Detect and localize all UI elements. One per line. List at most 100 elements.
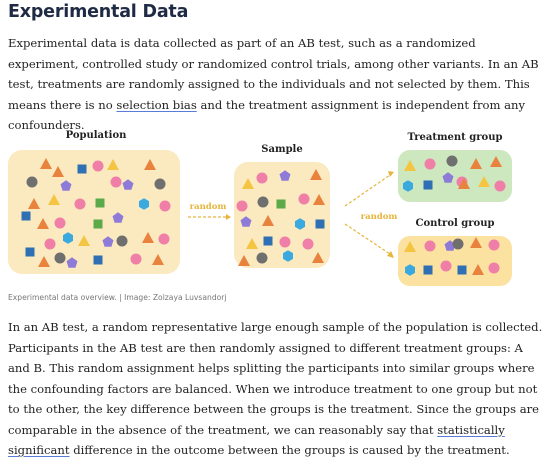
shape-marker (37, 218, 49, 229)
shape-marker (295, 218, 305, 230)
shape-marker (424, 240, 436, 252)
shape-marker (236, 200, 248, 212)
shape-marker (77, 164, 87, 174)
shape-marker (488, 239, 500, 251)
shape-marker (60, 180, 72, 191)
shape-marker (93, 219, 103, 229)
shape-marker (452, 238, 464, 250)
shape-marker (262, 215, 274, 226)
shape-marker (256, 252, 268, 264)
statistically-significant-link[interactable]: statistically significant (8, 422, 505, 458)
shape-marker (256, 172, 268, 184)
shape-marker (310, 169, 322, 180)
intro-text-before: Experimental data is data collected as p… (8, 36, 539, 112)
shape-marker (26, 176, 38, 188)
shape-marker (404, 160, 416, 171)
shape-marker (470, 237, 482, 248)
shape-marker (78, 235, 90, 246)
figure-caption: Experimental data overview. | Image: Zol… (8, 293, 227, 302)
shape-marker (490, 156, 502, 167)
shape-marker (25, 247, 35, 257)
shape-marker (112, 212, 124, 223)
shape-marker (403, 180, 413, 192)
intro-text-after: and the treatment assignment is independ… (8, 97, 526, 133)
random-label-right: random (361, 212, 398, 222)
shape-marker (130, 253, 142, 265)
selection-bias-link[interactable]: selection bias (116, 97, 197, 112)
shape-marker (102, 236, 114, 247)
shape-marker (478, 176, 490, 187)
shape-marker (44, 238, 56, 250)
shape-marker (66, 257, 78, 268)
shape-marker (116, 235, 128, 247)
page-title: Experimental Data (8, 2, 189, 22)
shape-marker (246, 238, 258, 249)
shape-marker (257, 196, 269, 208)
shape-marker (110, 176, 122, 188)
shape-marker (298, 193, 310, 205)
shape-marker (470, 158, 482, 169)
shape-marker (283, 250, 293, 262)
random-arrow-up-head (388, 171, 394, 177)
shape-marker (488, 262, 500, 274)
shape-marker (159, 200, 171, 212)
random-arrow-up (344, 174, 391, 207)
shape-marker (154, 178, 166, 190)
body-text-before: In an AB test, a random representative l… (8, 320, 543, 437)
shape-marker (279, 236, 291, 248)
shape-marker (54, 252, 66, 264)
random-label-left: random (190, 202, 227, 212)
population-label: Population (66, 130, 128, 141)
treatment-label: Treatment group (408, 132, 503, 143)
random-arrow-down-head (387, 251, 394, 258)
shape-marker (63, 232, 73, 244)
shape-marker (92, 160, 104, 172)
shape-markers (21, 155, 506, 276)
random-arrow-left-head (226, 214, 231, 220)
body-paragraph: In an AB test, a random representative l… (8, 317, 543, 461)
shape-marker (404, 241, 416, 252)
shape-marker (457, 265, 467, 275)
shape-marker (494, 180, 506, 192)
shape-marker (152, 254, 164, 265)
shape-marker (442, 172, 454, 183)
shape-marker (446, 155, 458, 167)
shape-marker (242, 178, 254, 189)
shape-marker (74, 198, 86, 210)
experiment-diagram: Population Sample Treatment group Contro… (8, 130, 512, 286)
shape-marker (144, 159, 156, 170)
shape-marker (240, 216, 252, 227)
control-label: Control group (416, 218, 495, 229)
random-arrow-down (344, 223, 391, 255)
shape-marker (54, 217, 66, 229)
shape-marker (423, 265, 433, 275)
shape-marker (405, 264, 415, 276)
shape-marker (95, 198, 105, 208)
intro-paragraph: Experimental data is data collected as p… (8, 33, 543, 136)
shape-marker (302, 238, 314, 250)
sample-label: Sample (261, 144, 302, 155)
shape-marker (142, 232, 154, 243)
shape-marker (423, 180, 433, 190)
shape-marker (107, 159, 119, 170)
shape-marker (139, 198, 149, 210)
shape-marker (158, 233, 170, 245)
shape-marker (122, 179, 134, 190)
shape-marker (315, 219, 325, 229)
shape-marker (52, 166, 64, 177)
shape-marker (313, 194, 325, 205)
shape-marker (21, 211, 31, 221)
shape-marker (472, 264, 484, 275)
shape-marker (48, 194, 60, 205)
shape-marker (276, 199, 286, 209)
shape-marker (93, 255, 103, 265)
shape-marker (440, 260, 452, 272)
shape-marker (424, 158, 436, 170)
shape-marker (238, 255, 250, 266)
shape-marker (312, 252, 324, 263)
shape-marker (279, 170, 291, 181)
body-text-after: difference in the outcome between the gr… (69, 443, 510, 457)
shape-marker (458, 178, 470, 189)
shape-marker (263, 236, 273, 246)
shape-marker (38, 256, 50, 267)
